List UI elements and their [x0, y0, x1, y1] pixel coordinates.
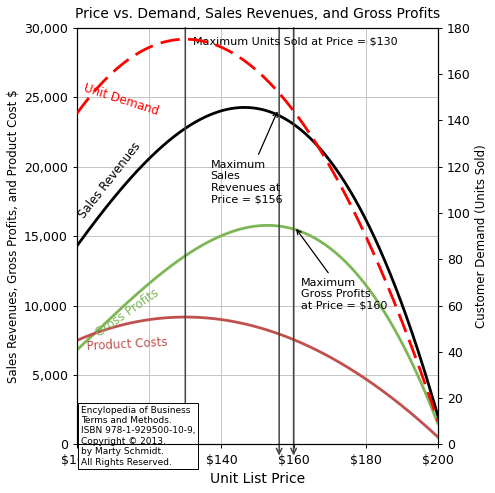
Text: Sales Revenues: Sales Revenues	[76, 140, 143, 221]
Text: Maximum Units Sold at Price = $130: Maximum Units Sold at Price = $130	[193, 36, 397, 46]
Text: Encylopedia of Business
Terms and Methods.
ISBN 978-1-929500-10-9,
Copyright © 2: Encylopedia of Business Terms and Method…	[81, 406, 195, 466]
Text: Maximum
Sales
Revenues at
Price = $156: Maximum Sales Revenues at Price = $156	[210, 112, 282, 205]
Text: Gross Profits: Gross Profits	[94, 286, 161, 339]
Y-axis label: Sales Revenues, Gross Profits, and Product Cost $: Sales Revenues, Gross Profits, and Produ…	[7, 89, 20, 383]
Y-axis label: Customer Demand (Units Sold): Customer Demand (Units Sold)	[475, 144, 488, 328]
Title: Price vs. Demand, Sales Revenues, and Gross Profits: Price vs. Demand, Sales Revenues, and Gr…	[75, 7, 440, 21]
Text: Product Costs: Product Costs	[87, 336, 168, 353]
Text: Maximum
Gross Profits
at Price = $160: Maximum Gross Profits at Price = $160	[297, 230, 387, 311]
Text: Unit Demand: Unit Demand	[83, 81, 161, 118]
X-axis label: Unit List Price: Unit List Price	[210, 472, 305, 486]
